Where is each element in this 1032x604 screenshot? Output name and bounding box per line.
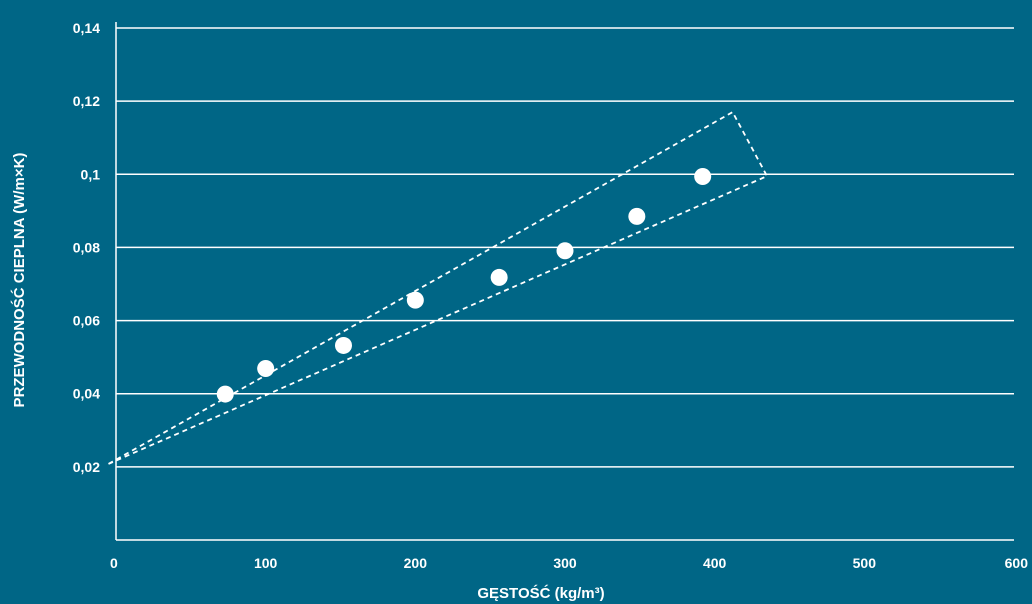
y-tick-label: 0,1 xyxy=(81,166,101,182)
axes xyxy=(115,22,1014,541)
grid-lines xyxy=(116,27,1014,468)
y-tick-label: 0,14 xyxy=(73,20,100,36)
x-tick-label: 0 xyxy=(110,555,118,571)
x-tick-label: 400 xyxy=(703,555,727,571)
x-tick-labels: 0 100 200 300 400 500 600 xyxy=(110,555,1028,571)
data-point xyxy=(216,385,234,403)
x-tick-label: 500 xyxy=(853,555,877,571)
data-points xyxy=(216,167,712,403)
data-point xyxy=(334,336,352,354)
y-tick-label: 0,08 xyxy=(73,239,100,255)
data-point xyxy=(406,291,424,309)
y-tick-label: 0,04 xyxy=(73,386,100,402)
data-point xyxy=(556,242,574,260)
data-point xyxy=(628,207,646,225)
data-point xyxy=(257,359,275,377)
x-axis-title: GĘSTOŚĆ (kg/m³) xyxy=(477,584,604,602)
data-point xyxy=(490,268,508,286)
y-tick-label: 0,02 xyxy=(73,459,100,475)
data-point xyxy=(694,167,712,185)
y-tick-labels: 0,02 0,04 0,06 0,08 0,1 0,12 0,14 xyxy=(73,20,100,475)
x-tick-label: 600 xyxy=(1005,555,1029,571)
dashed-wedge xyxy=(108,110,769,465)
y-axis-title: PRZEWODNOŚĆ CIEPLNA (W/m×K) xyxy=(10,153,28,408)
trend-wedge xyxy=(108,110,769,465)
x-tick-label: 100 xyxy=(254,555,278,571)
x-tick-label: 300 xyxy=(553,555,577,571)
x-tick-label: 200 xyxy=(404,555,428,571)
y-tick-label: 0,06 xyxy=(73,313,100,329)
y-tick-label: 0,12 xyxy=(73,93,100,109)
